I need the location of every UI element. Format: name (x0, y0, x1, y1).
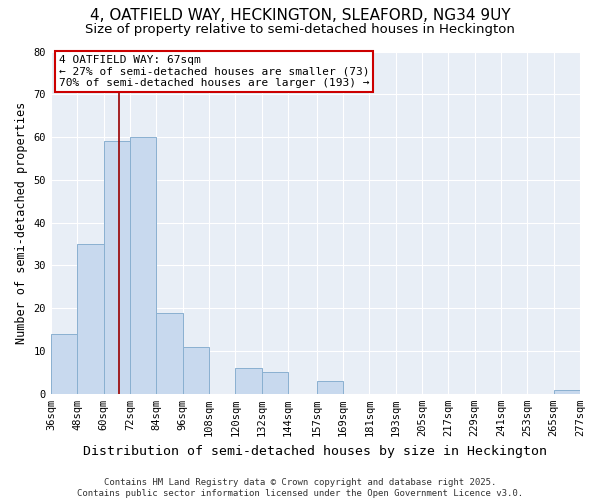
Text: Size of property relative to semi-detached houses in Heckington: Size of property relative to semi-detach… (85, 22, 515, 36)
Text: 4, OATFIELD WAY, HECKINGTON, SLEAFORD, NG34 9UY: 4, OATFIELD WAY, HECKINGTON, SLEAFORD, N… (89, 8, 511, 22)
Bar (262, 372, 288, 394)
Bar (317, 381, 343, 394)
Bar (77, 244, 104, 394)
Bar (156, 312, 182, 394)
Text: 4 OATFIELD WAY: 67sqm
← 27% of semi-detached houses are smaller (73)
70% of semi: 4 OATFIELD WAY: 67sqm ← 27% of semi-deta… (59, 55, 370, 88)
Bar (51, 334, 77, 394)
X-axis label: Distribution of semi-detached houses by size in Heckington: Distribution of semi-detached houses by … (83, 444, 547, 458)
Text: Contains HM Land Registry data © Crown copyright and database right 2025.
Contai: Contains HM Land Registry data © Crown c… (77, 478, 523, 498)
Bar (182, 346, 209, 394)
Bar (130, 137, 156, 394)
Bar (104, 142, 130, 394)
Bar (235, 368, 262, 394)
Y-axis label: Number of semi-detached properties: Number of semi-detached properties (15, 102, 28, 344)
Bar (554, 390, 580, 394)
